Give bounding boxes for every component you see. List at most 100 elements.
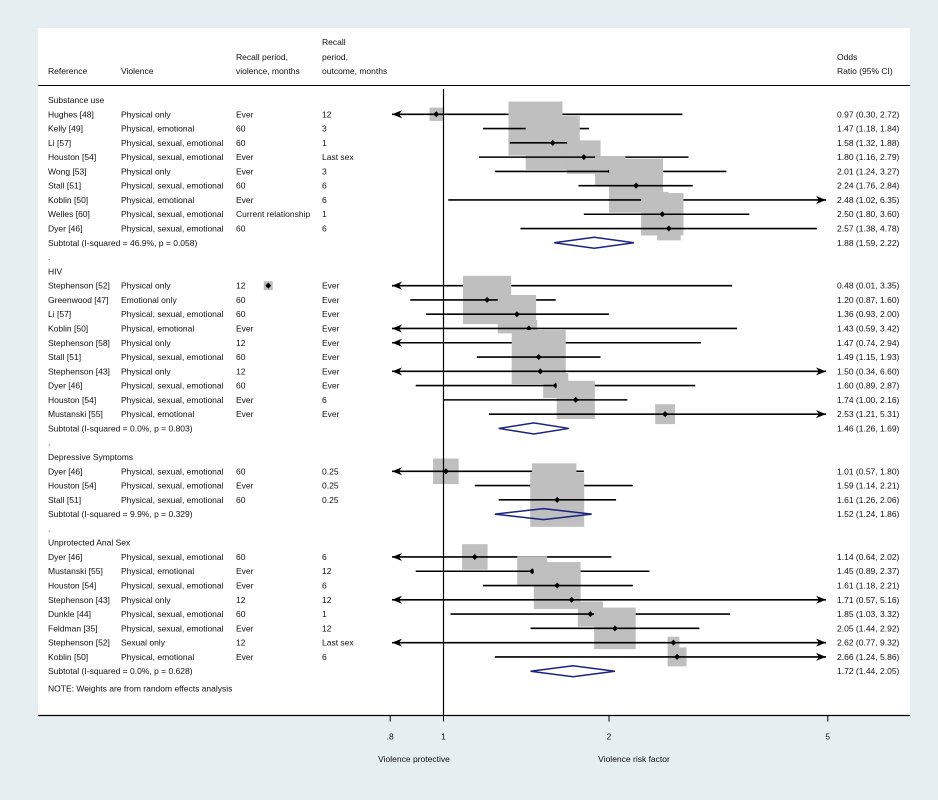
study-violence: Physical, sexual, emotional [121,395,224,405]
study-recall-outcome: Ever [322,352,340,362]
study-violence: Physical, emotional [121,409,194,419]
study-violence: Physical, emotional [121,195,194,205]
subtotal-odds-ratio: 1.88 (1.59, 2.22) [837,238,900,248]
study-recall-outcome: Ever [322,281,340,291]
study-violence: Physical, sexual, emotional [121,623,224,633]
header-recall-outcome-line: Recall [322,37,346,47]
study-violence: Physical, sexual, emotional [121,495,224,505]
point-estimate [525,325,532,332]
point-estimate [659,211,666,218]
separator-dot: . [48,438,50,448]
study-reference: Dyer [46] [48,552,83,562]
study-recall-violence: 60 [236,352,246,362]
study-odds-ratio: 1.47 (1.18, 1.84) [837,124,900,134]
study-odds-ratio: 2.50 (1.80, 3.60) [837,209,900,219]
group-label: Substance use [48,95,105,105]
study-recall-outcome: 6 [322,652,327,662]
header-odds-line: Odds [837,52,857,62]
study-odds-ratio: 2.05 (1.44, 2.92) [837,623,900,633]
study-recall-violence: Ever [236,652,254,662]
study-violence: Physical, sexual, emotional [121,481,224,491]
ci-arrow-left [392,552,402,561]
study-violence: Physical, sexual, emotional [121,309,224,319]
study-odds-ratio: 1.71 (0.57, 5.16) [837,595,900,605]
x-tick-label: .8 [387,732,394,742]
study-recall-outcome: 3 [322,166,327,176]
point-estimate [529,568,536,575]
subtotal-label: Subtotal (I-squared = 0.0%, p = 0.803) [48,423,193,433]
header-recall-outcome-line: period, [322,52,348,62]
point-estimate [580,154,587,161]
study-recall-violence: Ever [236,166,254,176]
point-estimate [484,296,491,303]
study-recall-violence: 12 [236,366,246,376]
x-tick-label: 2 [607,732,612,742]
header-violence: Violence [121,66,154,76]
point-estimate [670,639,677,646]
ci-arrow-left [392,638,402,647]
study-reference: Stall [51] [48,181,81,191]
point-estimate [513,311,520,318]
ci-arrow-right [816,410,826,419]
study-violence: Physical only [121,366,171,376]
point-estimate [537,368,544,375]
study-recall-outcome: 12 [322,566,332,576]
separator-dot: . [48,523,50,533]
study-odds-ratio: 1.49 (1.15, 1.93) [837,352,900,362]
study-odds-ratio: 2.53 (1.21, 5.31) [837,409,900,419]
study-violence: Emotional only [121,295,178,305]
point-estimate [587,611,594,618]
ci-arrow-right [816,195,826,204]
subtotal-label: Subtotal (I-squared = 9.9%, p = 0.329) [48,509,193,519]
study-reference: Dunkle [44] [48,609,91,619]
study-recall-outcome: Ever [322,338,340,348]
study-odds-ratio: 1.74 (1.00, 2.16) [837,395,900,405]
header-recall-violence-line: Recall period, [236,52,288,62]
study-violence: Physical, sexual, emotional [121,352,224,362]
study-violence: Physical, sexual, emotional [121,209,224,219]
study-reference: Stephenson [43] [48,595,110,605]
study-recall-violence: 60 [236,495,246,505]
study-recall-outcome: Ever [322,381,340,391]
study-odds-ratio: 1.43 (0.59, 3.42) [837,323,900,333]
study-reference: Koblin [50] [48,195,88,205]
study-violence: Physical, sexual, emotional [121,466,224,476]
study-violence: Physical only [121,338,171,348]
study-reference: Houston [54] [48,152,96,162]
point-estimate [554,496,561,503]
study-odds-ratio: 0.97 (0.30, 2.72) [837,109,900,119]
study-recall-violence: Ever [236,323,254,333]
footnote: NOTE: Weights are from random effects an… [48,683,232,693]
study-recall-violence: 12 [236,281,246,291]
study-reference: Houston [54] [48,395,96,405]
study-odds-ratio: 1.20 (0.87, 1.60) [837,295,900,305]
ci-arrow-left [392,367,402,376]
study-reference: Stephenson [43] [48,366,110,376]
study-recall-violence: Current relationship [236,209,310,219]
study-recall-violence: Ever [236,195,254,205]
study-recall-outcome: Last sex [322,638,354,648]
study-violence: Physical, sexual, emotional [121,381,224,391]
study-violence: Physical only [121,595,171,605]
study-violence: Physical, emotional [121,566,194,576]
study-recall-violence: Ever [236,395,254,405]
study-reference: Wong [53] [48,166,87,176]
point-estimate [471,553,478,560]
study-recall-outcome: 0.25 [322,481,339,491]
study-recall-violence: 60 [236,224,246,234]
study-odds-ratio: 1.58 (1.32, 1.88) [837,138,900,148]
group-label: Unprotected Anal Sex [48,538,131,548]
ci-arrow-left [392,324,402,333]
study-recall-violence: 12 [236,638,246,648]
column-headers: Reference Violence Recall period, violence,… [38,37,910,86]
study-recall-violence: 60 [236,466,246,476]
study-recall-violence: 12 [236,338,246,348]
study-odds-ratio: 2.57 (1.38, 4.78) [837,224,900,234]
study-odds-ratio: 1.61 (1.18, 2.21) [837,581,900,591]
study-recall-outcome: 1 [322,138,327,148]
subtotal-diamond [498,422,569,435]
header-recall-violence-line: violence, months [236,66,300,76]
point-estimate [662,411,669,418]
study-recall-outcome: Ever [322,366,340,376]
